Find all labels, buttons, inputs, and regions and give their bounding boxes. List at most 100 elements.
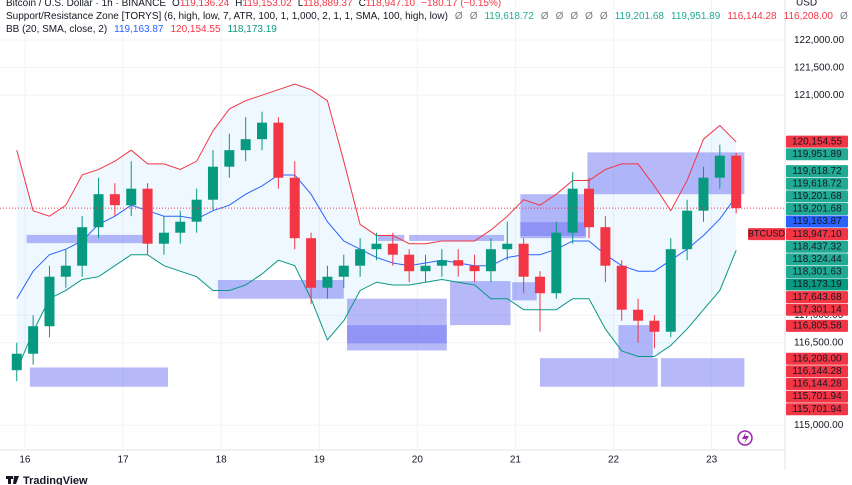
indicator-name: BB (20, SMA, close, 2) bbox=[6, 24, 107, 35]
zones-layer bbox=[26, 152, 745, 387]
indicator-value: Ø bbox=[556, 11, 564, 22]
indicator-value: Ø bbox=[570, 11, 578, 22]
y-tick-label: 122,000.00 bbox=[794, 35, 844, 46]
alert-icon-bolt bbox=[742, 432, 749, 444]
sr-zone bbox=[539, 358, 658, 387]
candle-body bbox=[469, 265, 480, 272]
candle-body bbox=[77, 227, 88, 266]
price-tag bbox=[786, 265, 848, 278]
candle-body bbox=[633, 309, 644, 321]
candle-body bbox=[158, 232, 169, 244]
x-tick-label: 20 bbox=[412, 455, 424, 466]
ohlc-key: H bbox=[235, 0, 242, 9]
candle-body bbox=[453, 260, 464, 266]
indicator-value: 116,208.00 bbox=[784, 11, 834, 22]
y-tick-label: 121,000.00 bbox=[794, 90, 844, 101]
price-tag bbox=[786, 390, 848, 403]
price-tag bbox=[786, 291, 848, 304]
price-tag bbox=[786, 365, 848, 378]
candle-body bbox=[518, 243, 529, 277]
ohlc-key: O bbox=[172, 0, 180, 9]
candle-body bbox=[371, 243, 382, 250]
candle-body bbox=[387, 243, 398, 255]
price-tag-label: 120,154.55 bbox=[792, 136, 842, 147]
candle-body bbox=[109, 194, 120, 206]
candle-body bbox=[175, 221, 186, 233]
sr-zone bbox=[409, 234, 505, 241]
symbol-name: Bitcoin / U.S. Dollar · 1h · BINANCE bbox=[6, 0, 166, 9]
candle-body bbox=[665, 249, 676, 332]
candle-body bbox=[28, 326, 39, 354]
indicator-value: Ø bbox=[600, 11, 608, 22]
price-tag-label: 116,208.00 bbox=[792, 353, 842, 364]
x-tick-label: 16 bbox=[19, 455, 31, 466]
price-tag bbox=[786, 228, 848, 241]
ohlc-value: 118,947.10 bbox=[366, 0, 416, 9]
sr-zone bbox=[618, 325, 653, 359]
symbol-legend: Bitcoin / U.S. Dollar · 1h · BINANCE O 119… bbox=[6, 0, 501, 9]
price-tag bbox=[786, 319, 848, 332]
candle-body bbox=[44, 276, 55, 327]
candle-body bbox=[240, 139, 251, 151]
candle-body bbox=[534, 276, 545, 294]
candle-body bbox=[11, 353, 22, 371]
candle-body bbox=[355, 249, 366, 266]
axis-layer: 122,000.00121,500.00121,000.00117,000.00… bbox=[19, 35, 848, 466]
price-tag-label: 115,701.94 bbox=[792, 404, 842, 415]
sr-zone bbox=[26, 234, 151, 244]
sr-zone bbox=[512, 282, 537, 301]
candle-body bbox=[436, 260, 447, 266]
candle-body bbox=[322, 276, 333, 288]
alert-icon[interactable] bbox=[737, 430, 753, 446]
price-tag-label: 116,144.28 bbox=[792, 366, 842, 377]
y-tick-label: 121,500.00 bbox=[794, 62, 844, 73]
sr-zone bbox=[347, 325, 447, 344]
symbol-tag bbox=[748, 228, 785, 241]
candle-body bbox=[682, 210, 693, 250]
candle-body bbox=[567, 188, 578, 233]
bb-indicator-legend: BB (20, SMA, close, 2) 119,163.87 120,154.… bbox=[6, 24, 277, 35]
candle-body bbox=[257, 122, 268, 140]
sr-zone bbox=[378, 234, 405, 241]
candle-body bbox=[207, 166, 218, 200]
price-tag-label: 116,805.58 bbox=[792, 321, 842, 332]
price-tag-label: 119,951.89 bbox=[792, 149, 842, 160]
indicator-value: 120,154.55 bbox=[170, 24, 220, 35]
candle-body bbox=[649, 320, 660, 332]
price-tag-label: 119,618.72 bbox=[792, 166, 842, 177]
price-tag bbox=[786, 240, 848, 253]
price-tag bbox=[786, 202, 848, 215]
currency: USD bbox=[796, 0, 817, 9]
candle-body bbox=[420, 265, 431, 272]
price-tag-label: 118,173.19 bbox=[792, 279, 842, 290]
candles-layer bbox=[0, 111, 785, 382]
indicator-name: Support/Resistance Zone [TORYS] (6, high… bbox=[6, 11, 448, 22]
price-tag bbox=[786, 177, 848, 190]
candle-body bbox=[698, 177, 709, 211]
x-tick-label: 22 bbox=[608, 455, 620, 466]
ohlc-key: C bbox=[359, 0, 366, 9]
sr-zone bbox=[450, 281, 511, 326]
sr-zone bbox=[29, 367, 169, 387]
indicator-value: 119,163.87 bbox=[114, 24, 164, 35]
candle-body bbox=[306, 238, 317, 288]
brand-logo bbox=[6, 476, 19, 484]
indicator-value: 119,951.89 bbox=[671, 11, 721, 22]
candle-body bbox=[551, 232, 562, 294]
candle-body bbox=[60, 265, 71, 277]
price-tag bbox=[786, 278, 848, 291]
price-tag bbox=[786, 403, 848, 416]
price-tag-label: 118,324.44 bbox=[792, 254, 842, 265]
price-tag-label: 116,144.28 bbox=[792, 379, 842, 390]
x-tick-label: 21 bbox=[510, 455, 522, 466]
candle-body bbox=[191, 199, 202, 222]
price-tag-label: 115,701.94 bbox=[792, 391, 842, 402]
x-tick-label: 19 bbox=[314, 455, 326, 466]
price-tag-label: 117,301.14 bbox=[792, 304, 842, 315]
price-tag bbox=[786, 148, 848, 161]
ohlc-value: 119,153.02 bbox=[242, 0, 292, 9]
price-tag-label: 119,163.87 bbox=[792, 216, 842, 227]
indicator-value: Ø bbox=[470, 11, 478, 22]
sr-zone bbox=[660, 358, 745, 387]
